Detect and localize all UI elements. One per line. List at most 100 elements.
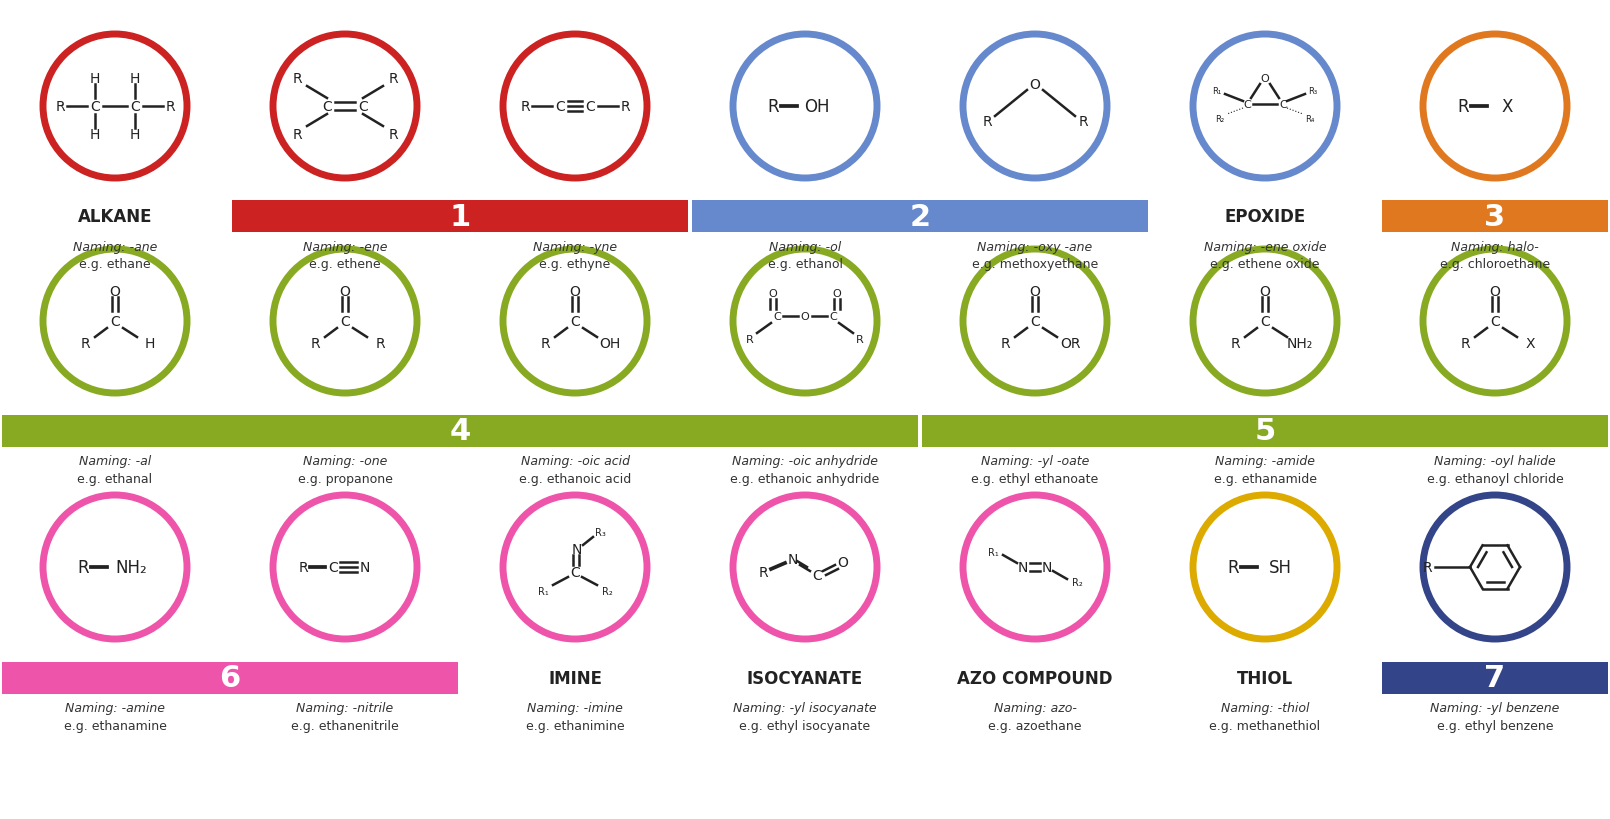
Text: H: H bbox=[90, 128, 100, 142]
Text: R: R bbox=[298, 560, 308, 574]
Text: N: N bbox=[572, 542, 583, 556]
Text: O: O bbox=[340, 285, 351, 299]
Text: C: C bbox=[328, 560, 338, 574]
Text: C: C bbox=[1491, 314, 1501, 328]
Text: NH₂: NH₂ bbox=[1286, 337, 1314, 351]
Text: C: C bbox=[130, 100, 140, 114]
Text: e.g. chloroethane: e.g. chloroethane bbox=[1439, 258, 1550, 271]
Text: e.g. ethanenitrile: e.g. ethanenitrile bbox=[291, 720, 399, 733]
Text: R: R bbox=[291, 128, 301, 142]
Text: Naming: -oic acid: Naming: -oic acid bbox=[520, 455, 630, 468]
Text: H: H bbox=[145, 337, 155, 351]
Text: 7: 7 bbox=[1484, 663, 1505, 693]
Text: Naming: -yl isocyanate: Naming: -yl isocyanate bbox=[733, 702, 877, 715]
Text: R: R bbox=[620, 100, 630, 114]
Text: OH: OH bbox=[805, 98, 829, 115]
FancyBboxPatch shape bbox=[2, 415, 918, 447]
Text: C: C bbox=[1243, 100, 1251, 110]
Text: e.g. ethanal: e.g. ethanal bbox=[77, 473, 153, 486]
Text: R₃: R₃ bbox=[1309, 86, 1317, 95]
Text: 1: 1 bbox=[449, 202, 470, 231]
Text: SH: SH bbox=[1269, 559, 1291, 577]
Text: O: O bbox=[800, 311, 810, 322]
Text: R: R bbox=[388, 72, 398, 86]
Text: Naming: -ene: Naming: -ene bbox=[303, 240, 388, 253]
Text: e.g. ethyl isocyanate: e.g. ethyl isocyanate bbox=[739, 720, 871, 733]
Text: C: C bbox=[90, 100, 100, 114]
FancyBboxPatch shape bbox=[232, 201, 687, 233]
Text: N: N bbox=[359, 560, 370, 574]
Text: R₂: R₂ bbox=[1216, 115, 1225, 124]
Text: R: R bbox=[388, 128, 398, 142]
Text: R₁: R₁ bbox=[987, 547, 998, 557]
Text: 2: 2 bbox=[910, 202, 931, 231]
Text: C: C bbox=[1278, 100, 1286, 110]
Text: N: N bbox=[1018, 560, 1029, 574]
FancyBboxPatch shape bbox=[2, 663, 457, 695]
Text: O: O bbox=[837, 555, 848, 569]
Text: Naming: -al: Naming: -al bbox=[79, 455, 151, 468]
Text: Naming: -ene oxide: Naming: -ene oxide bbox=[1204, 240, 1327, 253]
Text: e.g. azoethane: e.g. azoethane bbox=[989, 720, 1082, 733]
Text: C: C bbox=[555, 100, 565, 114]
Text: IMINE: IMINE bbox=[547, 669, 602, 687]
Text: Naming: -one: Naming: -one bbox=[303, 455, 386, 468]
Text: R₄: R₄ bbox=[1306, 115, 1315, 124]
Text: e.g. methanethiol: e.g. methanethiol bbox=[1209, 720, 1320, 733]
Text: X: X bbox=[1501, 98, 1513, 115]
Text: Naming: -imine: Naming: -imine bbox=[526, 702, 623, 715]
Text: O: O bbox=[832, 288, 842, 299]
Text: R: R bbox=[77, 559, 89, 577]
Text: R: R bbox=[1460, 337, 1470, 351]
Text: H: H bbox=[130, 128, 140, 142]
Text: ISOCYANATE: ISOCYANATE bbox=[747, 669, 863, 687]
FancyBboxPatch shape bbox=[692, 201, 1148, 233]
Text: R: R bbox=[80, 337, 90, 351]
Text: C: C bbox=[829, 311, 837, 322]
Text: EPOXIDE: EPOXIDE bbox=[1224, 208, 1306, 226]
FancyBboxPatch shape bbox=[923, 415, 1608, 447]
Text: AZO COMPOUND: AZO COMPOUND bbox=[958, 669, 1113, 687]
Text: Naming: -nitrile: Naming: -nitrile bbox=[296, 702, 393, 715]
Text: O: O bbox=[109, 285, 121, 299]
Text: e.g. ethanamide: e.g. ethanamide bbox=[1214, 473, 1317, 486]
Text: e.g. ethanimine: e.g. ethanimine bbox=[526, 720, 625, 733]
Text: R: R bbox=[982, 115, 992, 129]
Text: THIOL: THIOL bbox=[1236, 669, 1293, 687]
Text: 3: 3 bbox=[1484, 202, 1505, 231]
Text: e.g. ethane: e.g. ethane bbox=[79, 258, 151, 271]
Text: R₂: R₂ bbox=[602, 586, 612, 596]
Text: C: C bbox=[1030, 314, 1040, 328]
Text: Naming: -oyl halide: Naming: -oyl halide bbox=[1435, 455, 1555, 468]
Text: R: R bbox=[55, 100, 64, 114]
Text: R: R bbox=[541, 337, 549, 351]
Text: Naming: -yl benzene: Naming: -yl benzene bbox=[1430, 702, 1560, 715]
Text: O: O bbox=[1489, 285, 1501, 299]
Text: C: C bbox=[584, 100, 594, 114]
Text: ALKANE: ALKANE bbox=[77, 208, 153, 226]
Text: Naming: -ane: Naming: -ane bbox=[72, 240, 158, 253]
Text: OR: OR bbox=[1059, 337, 1080, 351]
Text: R: R bbox=[768, 98, 779, 115]
Text: C: C bbox=[109, 314, 119, 328]
Text: R: R bbox=[1227, 559, 1238, 577]
Text: R: R bbox=[1079, 115, 1088, 129]
Text: OH: OH bbox=[599, 337, 620, 351]
Text: 4: 4 bbox=[449, 417, 470, 446]
Text: C: C bbox=[357, 100, 367, 114]
Text: R: R bbox=[166, 100, 175, 114]
Text: R: R bbox=[758, 565, 768, 579]
FancyBboxPatch shape bbox=[1381, 201, 1608, 233]
Text: O: O bbox=[1261, 74, 1269, 84]
Text: R₂: R₂ bbox=[1072, 577, 1082, 587]
Text: e.g. ethyl benzene: e.g. ethyl benzene bbox=[1436, 720, 1554, 733]
Text: e.g. ethyl ethanoate: e.g. ethyl ethanoate bbox=[971, 473, 1098, 486]
Text: R₃: R₃ bbox=[594, 527, 605, 537]
Text: R: R bbox=[745, 335, 753, 345]
FancyBboxPatch shape bbox=[1381, 663, 1608, 695]
Text: O: O bbox=[1029, 285, 1040, 299]
Text: e.g. methoxyethane: e.g. methoxyethane bbox=[972, 258, 1098, 271]
Text: 6: 6 bbox=[219, 663, 240, 693]
Text: C: C bbox=[322, 100, 332, 114]
Text: e.g. ethanol: e.g. ethanol bbox=[768, 258, 842, 271]
